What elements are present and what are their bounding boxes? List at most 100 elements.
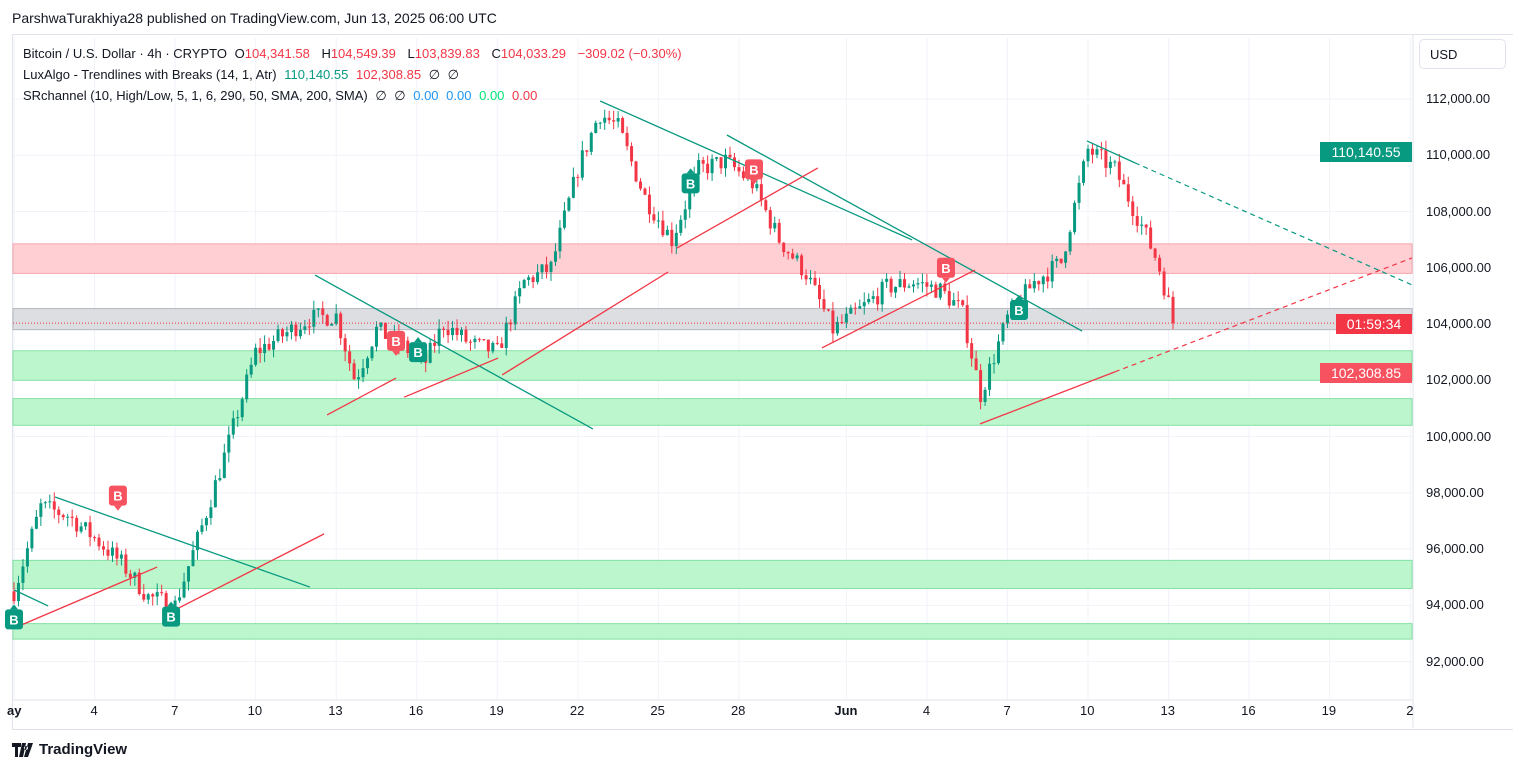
candle-body <box>1099 149 1103 151</box>
trendline <box>821 269 976 349</box>
candle-body <box>1117 161 1121 180</box>
candle-body <box>254 347 258 365</box>
candle-body <box>952 300 956 306</box>
bullish-break-marker: B <box>5 604 23 630</box>
time-axis-label: 7 <box>171 703 179 718</box>
candle-body <box>321 308 325 316</box>
currency-button[interactable]: USD <box>1419 39 1506 69</box>
candle-body <box>88 522 92 538</box>
time-axis-label: 16 <box>408 703 424 718</box>
candle-body <box>464 329 468 342</box>
bearish-break-marker: B <box>387 330 406 356</box>
bullish-break-marker: B <box>162 601 181 627</box>
marker-pointer <box>686 168 695 174</box>
candle-body <box>1167 295 1171 297</box>
candle-body <box>1023 284 1027 307</box>
bullish-break-marker: B <box>409 337 428 363</box>
candle-body <box>374 326 378 347</box>
candle-body <box>509 322 513 325</box>
candle-body <box>30 528 34 549</box>
candle-body <box>307 326 311 328</box>
indicator-value: 0.00 <box>479 88 505 103</box>
candle-body <box>862 302 866 307</box>
candle-body <box>370 346 374 359</box>
price-axis-label: 112,000.00 <box>1426 91 1491 106</box>
time-axis-label: 22 <box>569 703 585 718</box>
time-axis-label: 28 <box>730 703 746 718</box>
candle-body <box>880 281 884 305</box>
candle-body <box>567 197 571 211</box>
candle-body <box>383 322 387 339</box>
candle-body <box>531 277 535 283</box>
candle-body <box>200 525 204 532</box>
candle-body <box>956 300 960 302</box>
candle-body <box>674 232 678 247</box>
candle-body <box>589 132 593 152</box>
candle-body <box>124 554 128 574</box>
marker-badge <box>5 609 23 630</box>
candle-body <box>540 264 544 273</box>
symbol-title[interactable]: Bitcoin / U.S. Dollar · 4h · CRYPTO <box>23 46 227 61</box>
candle-body <box>853 307 857 309</box>
marker-label: B <box>1014 303 1023 318</box>
candle-body <box>245 374 249 400</box>
price-axis-label: 92,000.00 <box>1426 653 1484 669</box>
candle-body <box>724 154 728 169</box>
high-label: H <box>321 46 331 61</box>
marker-label: B <box>391 334 400 349</box>
indicator-title[interactable]: SRchannel (10, High/Low, 5, 1, 6, 290, 5… <box>23 88 368 103</box>
candle-body <box>549 261 553 272</box>
candle-body <box>813 277 817 285</box>
footer-brand[interactable]: TradingView <box>12 741 127 758</box>
close-value: 104,033.29 <box>500 46 566 61</box>
marker-pointer <box>10 604 18 610</box>
indicator-value: 110,140.55 <box>284 67 349 82</box>
candle-body <box>1113 161 1117 163</box>
candle-body <box>1077 182 1081 203</box>
candle-body <box>961 300 965 306</box>
marker-badge <box>387 330 406 351</box>
publisher-line: ParshwaTurakhiya28 published on TradingV… <box>12 10 497 26</box>
bearish-break-marker: B <box>936 257 955 283</box>
time-axis-label: 19 <box>489 703 504 718</box>
candle-body <box>536 272 540 283</box>
candle-body <box>719 157 723 169</box>
candle-body <box>1162 271 1166 296</box>
marker-pointer <box>167 601 176 607</box>
bearish-break-marker: B <box>108 485 127 511</box>
candle-body <box>513 296 517 325</box>
candle-body <box>298 329 302 337</box>
candle-body <box>1055 258 1059 262</box>
candle-body <box>522 279 526 289</box>
candle-body <box>997 341 1000 364</box>
candle-body <box>316 308 320 310</box>
candle-body <box>428 342 432 363</box>
marker-pointer <box>414 337 423 343</box>
candle-body <box>616 118 620 122</box>
candle-body <box>943 283 947 292</box>
candle-body <box>276 329 280 341</box>
candle-body <box>916 283 920 285</box>
candle-body <box>970 343 974 359</box>
candle-body <box>800 255 804 276</box>
bar-countdown-tag: 01:59:34 <box>1336 314 1412 334</box>
candle-body <box>831 310 835 334</box>
time-axis-label: ay <box>7 703 22 718</box>
time-axis-label: 2 <box>1406 703 1414 718</box>
candle-body <box>903 279 907 288</box>
candle-body <box>142 593 146 600</box>
candle-body <box>1001 323 1005 342</box>
candle-body <box>66 516 70 518</box>
candle-body <box>1082 161 1086 183</box>
trendline <box>403 357 499 398</box>
candle-body <box>1149 227 1153 249</box>
indicator-title[interactable]: LuxAlgo - Trendlines with Breaks (14, 1,… <box>23 67 277 82</box>
candle-body <box>312 309 316 327</box>
candle-body <box>518 288 522 297</box>
candle-body <box>1122 179 1126 185</box>
candle-body <box>334 313 338 324</box>
candle-body <box>1144 224 1148 228</box>
candle-body <box>491 342 495 352</box>
marker-pointer <box>941 277 950 283</box>
